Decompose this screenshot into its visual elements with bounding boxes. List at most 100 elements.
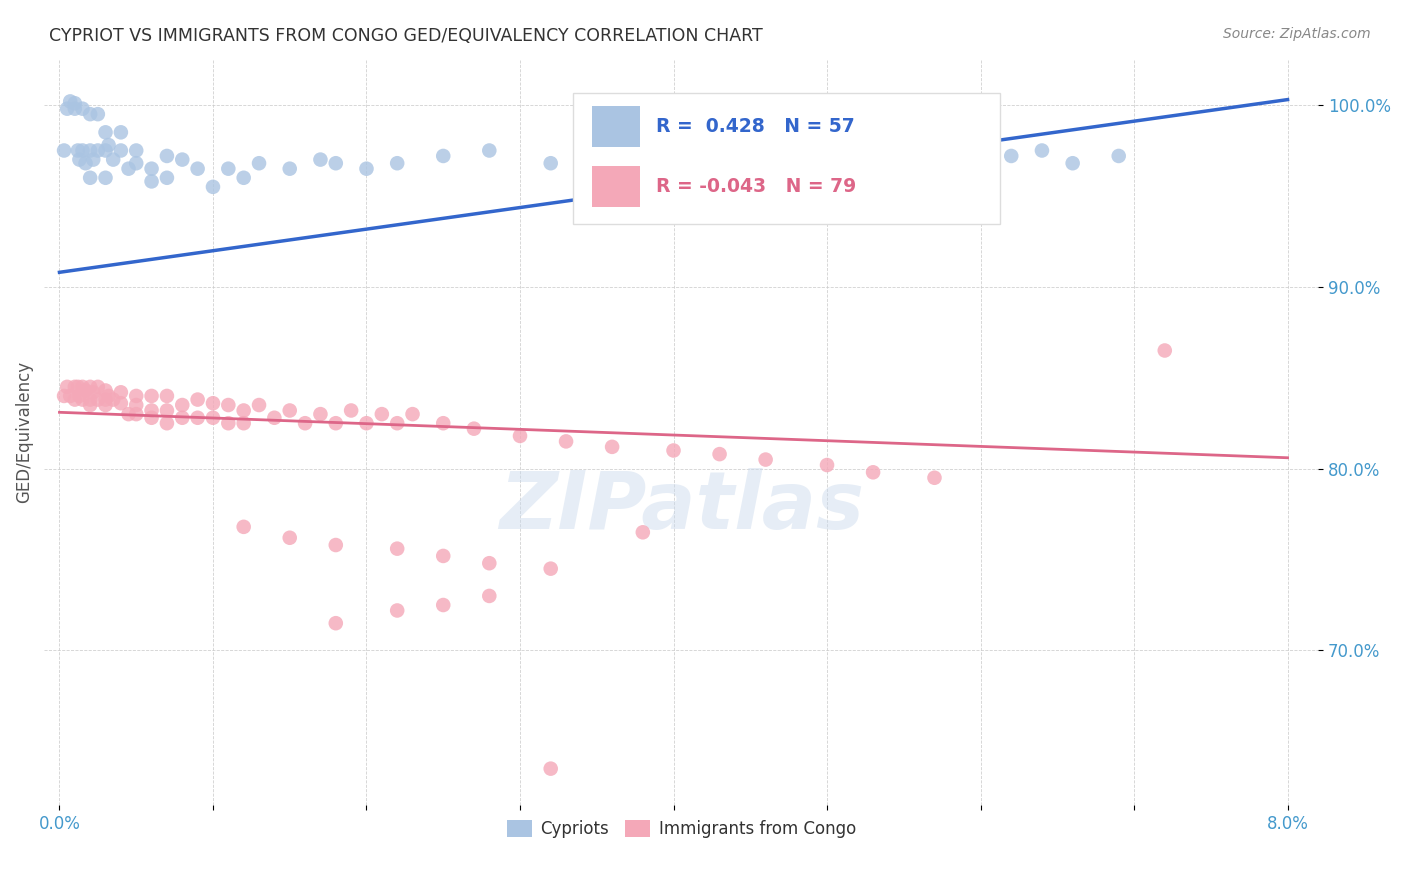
Point <box>66 144 89 158</box>
Point <box>815 156 838 170</box>
Point <box>540 156 562 170</box>
Point <box>432 549 454 563</box>
Point <box>662 443 685 458</box>
Point <box>232 520 254 534</box>
Point <box>217 161 239 176</box>
Point <box>94 398 117 412</box>
Point <box>294 416 316 430</box>
Point <box>232 416 254 430</box>
Point <box>94 392 117 407</box>
Point <box>478 144 501 158</box>
Point <box>156 389 179 403</box>
Point <box>356 161 378 176</box>
Point <box>125 398 148 412</box>
Text: R = -0.043   N = 79: R = -0.043 N = 79 <box>655 177 856 196</box>
Point <box>117 407 139 421</box>
Point <box>156 170 179 185</box>
Point <box>56 380 79 394</box>
Point <box>187 161 209 176</box>
Point <box>1000 149 1022 163</box>
Point <box>79 398 101 412</box>
Text: Source: ZipAtlas.com: Source: ZipAtlas.com <box>1223 27 1371 41</box>
Point <box>263 410 285 425</box>
Point <box>278 161 301 176</box>
Point <box>63 392 86 407</box>
Point <box>540 562 562 576</box>
Point <box>94 144 117 158</box>
Point <box>117 161 139 176</box>
Point <box>59 389 82 403</box>
Point <box>79 144 101 158</box>
Point <box>232 170 254 185</box>
Text: ZIPatlas: ZIPatlas <box>499 467 863 546</box>
Point <box>156 403 179 417</box>
Point <box>63 380 86 394</box>
Point <box>278 403 301 417</box>
Point <box>75 156 97 170</box>
Point <box>97 389 120 403</box>
Point <box>72 392 94 407</box>
Point <box>187 410 209 425</box>
Text: R =  0.428   N = 57: R = 0.428 N = 57 <box>655 117 855 136</box>
Point <box>924 471 946 485</box>
Point <box>125 389 148 403</box>
Point <box>79 170 101 185</box>
Point <box>94 384 117 398</box>
Point <box>201 410 224 425</box>
Point <box>172 398 194 412</box>
Point <box>67 389 90 403</box>
FancyBboxPatch shape <box>592 106 640 147</box>
Point <box>709 149 731 163</box>
Point <box>141 403 163 417</box>
Point <box>631 525 654 540</box>
Point <box>600 440 623 454</box>
Point <box>247 398 270 412</box>
Point <box>385 541 408 556</box>
Point <box>1062 156 1084 170</box>
Point <box>401 407 423 421</box>
Point <box>87 107 110 121</box>
Text: CYPRIOT VS IMMIGRANTS FROM CONGO GED/EQUIVALENCY CORRELATION CHART: CYPRIOT VS IMMIGRANTS FROM CONGO GED/EQU… <box>49 27 763 45</box>
Point <box>110 396 132 410</box>
Point <box>385 416 408 430</box>
Point <box>1108 149 1130 163</box>
Point <box>72 380 94 394</box>
Point <box>156 416 179 430</box>
Point <box>309 153 332 167</box>
Point <box>82 153 104 167</box>
Point <box>201 396 224 410</box>
Point <box>862 465 884 479</box>
Legend: Cypriots, Immigrants from Congo: Cypriots, Immigrants from Congo <box>501 814 862 845</box>
Point <box>72 102 94 116</box>
Point <box>110 125 132 139</box>
Point <box>79 380 101 394</box>
Y-axis label: GED/Equivalency: GED/Equivalency <box>15 361 32 503</box>
Point <box>247 156 270 170</box>
Point <box>125 407 148 421</box>
Point <box>432 598 454 612</box>
Point <box>631 144 654 158</box>
Point <box>217 416 239 430</box>
Point <box>82 385 104 400</box>
Point <box>278 531 301 545</box>
Point <box>385 156 408 170</box>
Point <box>110 144 132 158</box>
Point <box>187 392 209 407</box>
Point <box>340 403 363 417</box>
Point <box>94 170 117 185</box>
Point <box>463 422 485 436</box>
Point <box>755 452 778 467</box>
Point <box>75 384 97 398</box>
Point <box>125 144 148 158</box>
Point <box>72 144 94 158</box>
Point <box>141 410 163 425</box>
Point <box>79 107 101 121</box>
Point <box>103 392 125 407</box>
Point <box>555 434 578 449</box>
FancyBboxPatch shape <box>572 93 1000 224</box>
Point <box>846 149 869 163</box>
Point <box>939 156 962 170</box>
Point <box>432 149 454 163</box>
Point <box>432 416 454 430</box>
Point <box>125 156 148 170</box>
